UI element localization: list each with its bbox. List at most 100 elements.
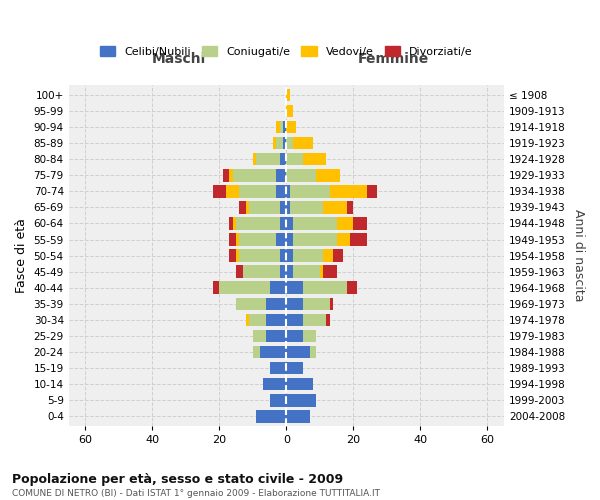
Bar: [229, 234, 236, 246]
Bar: [367, 185, 377, 198]
Bar: [326, 314, 330, 326]
Bar: [320, 266, 323, 278]
Bar: [239, 234, 276, 246]
Bar: [286, 362, 303, 374]
Bar: [220, 282, 269, 294]
Bar: [337, 217, 353, 230]
Bar: [286, 330, 303, 342]
Bar: [286, 282, 303, 294]
Bar: [347, 282, 356, 294]
Bar: [303, 330, 316, 342]
Text: COMUNE DI NETRO (BI) - Dati ISTAT 1° gennaio 2009 - Elaborazione TUTTITALIA.IT: COMUNE DI NETRO (BI) - Dati ISTAT 1° gen…: [12, 489, 380, 498]
Bar: [286, 169, 316, 181]
Bar: [236, 298, 266, 310]
Bar: [293, 234, 337, 246]
Bar: [286, 104, 293, 118]
Bar: [293, 217, 337, 230]
Bar: [269, 282, 286, 294]
Bar: [229, 250, 236, 262]
Bar: [347, 201, 353, 213]
Y-axis label: Fasce di età: Fasce di età: [15, 218, 28, 293]
Bar: [290, 185, 330, 198]
Bar: [233, 169, 276, 181]
Bar: [330, 185, 367, 198]
Bar: [256, 410, 286, 422]
Bar: [280, 266, 286, 278]
Bar: [290, 201, 323, 213]
Bar: [276, 185, 286, 198]
Bar: [303, 282, 347, 294]
Bar: [323, 201, 347, 213]
Bar: [293, 137, 313, 149]
Bar: [303, 153, 326, 166]
Bar: [253, 153, 256, 166]
Bar: [280, 121, 283, 134]
Bar: [250, 314, 266, 326]
Bar: [323, 266, 337, 278]
Bar: [286, 378, 313, 390]
Bar: [276, 137, 283, 149]
Bar: [286, 137, 293, 149]
Bar: [286, 121, 296, 134]
Legend: Celibi/Nubili, Coniugati/e, Vedovi/e, Divorziati/e: Celibi/Nubili, Coniugati/e, Vedovi/e, Di…: [95, 42, 478, 61]
Bar: [353, 217, 367, 230]
Bar: [236, 266, 243, 278]
Bar: [229, 217, 233, 230]
Bar: [253, 346, 260, 358]
Bar: [212, 185, 226, 198]
Bar: [286, 234, 293, 246]
Bar: [256, 153, 280, 166]
Bar: [333, 250, 343, 262]
Bar: [229, 169, 233, 181]
Bar: [266, 330, 286, 342]
Bar: [350, 234, 367, 246]
Bar: [260, 346, 286, 358]
Bar: [280, 217, 286, 230]
Bar: [283, 137, 286, 149]
Bar: [286, 153, 303, 166]
Bar: [226, 185, 239, 198]
Bar: [223, 169, 229, 181]
Bar: [293, 250, 323, 262]
Bar: [286, 250, 293, 262]
Bar: [310, 346, 316, 358]
Bar: [266, 314, 286, 326]
Bar: [236, 234, 239, 246]
Bar: [243, 266, 280, 278]
Y-axis label: Anni di nascita: Anni di nascita: [572, 210, 585, 302]
Bar: [286, 394, 316, 406]
Bar: [276, 234, 286, 246]
Bar: [236, 217, 280, 230]
Bar: [239, 201, 246, 213]
Bar: [280, 153, 286, 166]
Bar: [250, 201, 280, 213]
Bar: [286, 346, 310, 358]
Bar: [286, 298, 303, 310]
Bar: [286, 217, 293, 230]
Bar: [303, 298, 330, 310]
Bar: [269, 362, 286, 374]
Bar: [280, 250, 286, 262]
Bar: [303, 314, 326, 326]
Bar: [273, 137, 276, 149]
Bar: [233, 217, 236, 230]
Bar: [286, 410, 310, 422]
Bar: [276, 121, 280, 134]
Bar: [286, 201, 290, 213]
Bar: [286, 185, 290, 198]
Text: Popolazione per età, sesso e stato civile - 2009: Popolazione per età, sesso e stato civil…: [12, 472, 343, 486]
Bar: [323, 250, 333, 262]
Bar: [239, 185, 276, 198]
Text: Maschi: Maschi: [152, 52, 206, 66]
Bar: [239, 250, 280, 262]
Bar: [212, 282, 220, 294]
Bar: [253, 330, 266, 342]
Bar: [280, 201, 286, 213]
Bar: [330, 298, 333, 310]
Bar: [286, 88, 290, 101]
Bar: [246, 314, 250, 326]
Bar: [236, 250, 239, 262]
Bar: [316, 169, 340, 181]
Bar: [337, 234, 350, 246]
Bar: [276, 169, 286, 181]
